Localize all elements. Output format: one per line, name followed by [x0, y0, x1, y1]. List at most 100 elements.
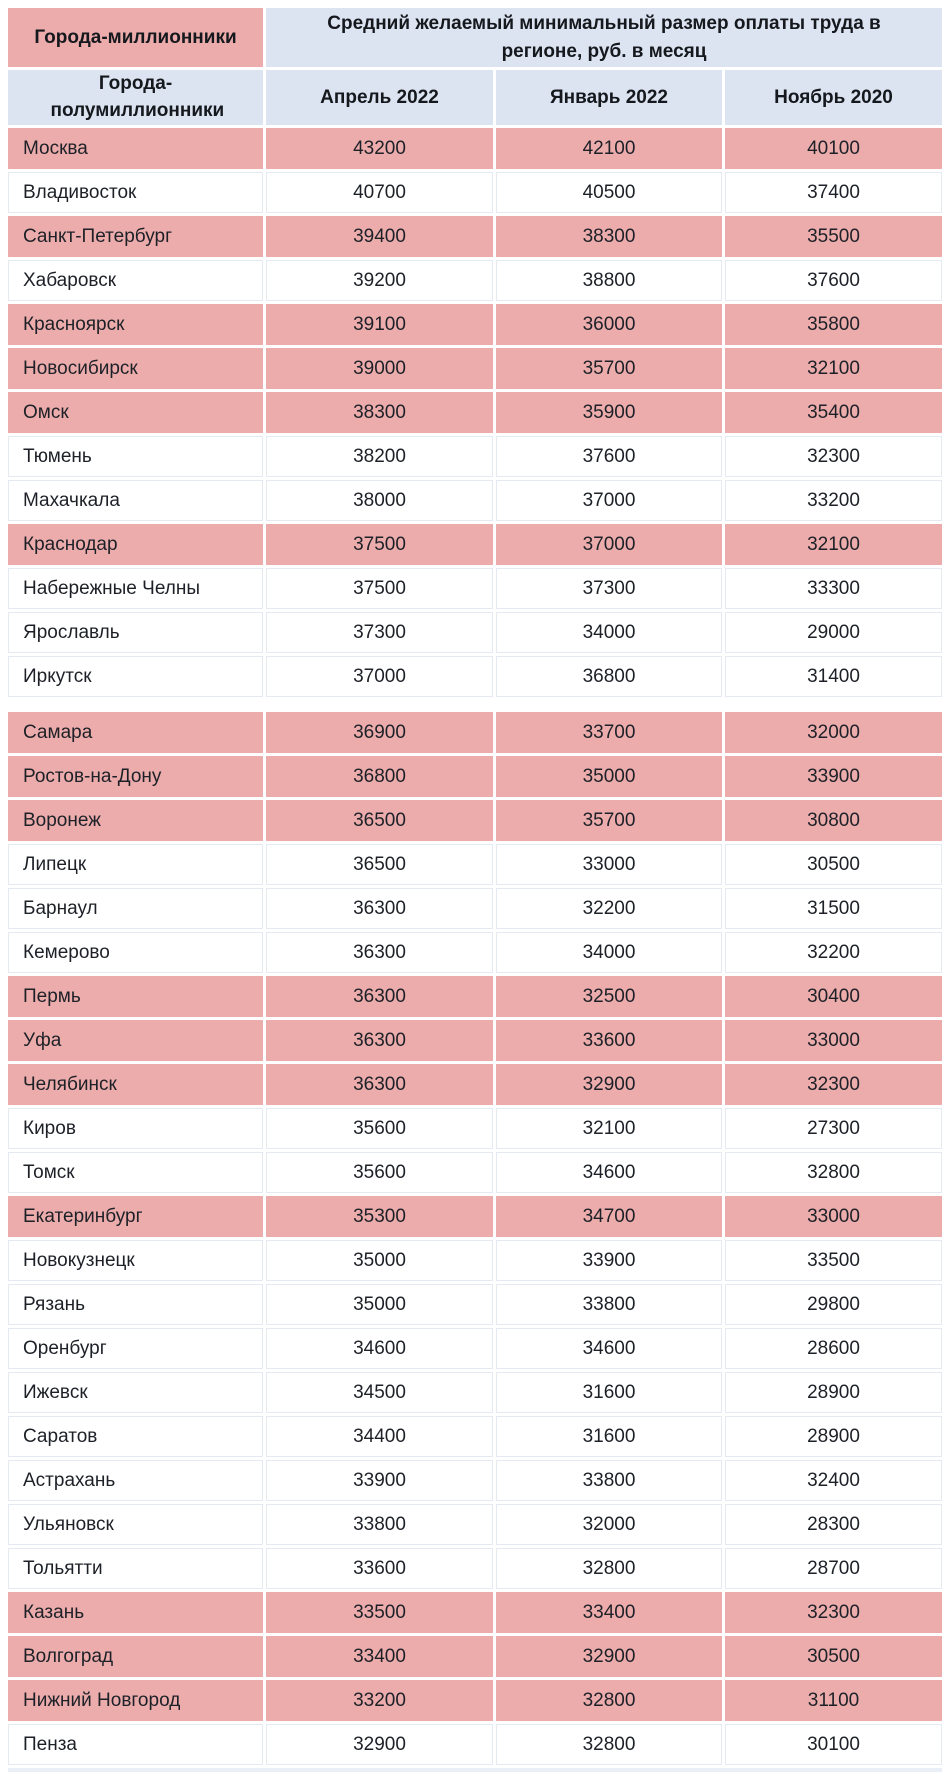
value-cell: 36300	[266, 1020, 493, 1062]
table-row: Астрахань 33900 33800 32400	[8, 1460, 942, 1502]
value-cell: 33000	[496, 844, 722, 886]
city-cell: Ижевск	[8, 1372, 263, 1414]
value-cell: 37300	[266, 612, 493, 654]
value-cell: 33000	[725, 1020, 942, 1062]
value-cell: 43200	[266, 128, 493, 170]
city-cell: Набережные Челны	[8, 568, 263, 610]
value-cell: 36800	[266, 756, 493, 798]
table-row: Хабаровск 39200 38800 37600	[8, 260, 942, 302]
value-cell: 36500	[266, 800, 493, 842]
value-cell: 30800	[725, 800, 942, 842]
value-cell: 34500	[266, 1372, 493, 1414]
value-cell: 28900	[725, 1416, 942, 1458]
value-cell: 32500	[496, 976, 722, 1018]
value-cell: 32400	[725, 1460, 942, 1502]
city-cell: Кемерово	[8, 932, 263, 974]
value-cell: 32300	[725, 1064, 942, 1106]
value-cell: 28700	[725, 1548, 942, 1590]
city-cell: Иркутск	[8, 656, 263, 698]
value-cell: 38300	[496, 216, 722, 258]
table-row: Ростов-на-Дону 36800 35000 33900	[8, 756, 942, 798]
city-cell: Волгоград	[8, 1636, 263, 1678]
table-row: Оренбург 34600 34600 28600	[8, 1328, 942, 1370]
value-cell: 39000	[266, 348, 493, 390]
value-cell: 35000	[266, 1284, 493, 1326]
value-cell: 34000	[496, 612, 722, 654]
value-cell: 31600	[496, 1416, 722, 1458]
value-cell: 34700	[496, 1196, 722, 1238]
value-cell: 37600	[496, 436, 722, 478]
group-divider	[8, 700, 942, 710]
table-row: Омск 38300 35900 35400	[8, 392, 942, 434]
value-cell: 35600	[266, 1108, 493, 1150]
city-cell: Астрахань	[8, 1460, 263, 1502]
table-row: Тюмень 38200 37600 32300	[8, 436, 942, 478]
value-cell: 36300	[266, 888, 493, 930]
table-row: Киров 35600 32100 27300	[8, 1108, 942, 1150]
table-row: Красноярск 39100 36000 35800	[8, 304, 942, 346]
value-cell: 28300	[725, 1504, 942, 1546]
value-cell: 33500	[266, 1592, 493, 1634]
value-cell: 36500	[266, 844, 493, 886]
table-row: Ижевск 34500 31600 28900	[8, 1372, 942, 1414]
table-row: Кемерово 36300 34000 32200	[8, 932, 942, 974]
city-cell: Хабаровск	[8, 260, 263, 302]
value-cell: 27300	[725, 1108, 942, 1150]
value-cell: 32800	[725, 1152, 942, 1194]
value-cell: 33200	[266, 1680, 493, 1722]
value-cell: 33300	[725, 568, 942, 610]
value-cell: 33000	[725, 1196, 942, 1238]
city-cell: Санкт-Петербург	[8, 216, 263, 258]
value-cell: 32900	[266, 1724, 493, 1766]
value-cell: 37500	[266, 568, 493, 610]
table-row: Рязань 35000 33800 29800	[8, 1284, 942, 1326]
city-cell: Новосибирск	[8, 348, 263, 390]
value-cell: 36300	[266, 1064, 493, 1106]
million-cities-legend: Города-миллионники	[8, 8, 263, 67]
value-cell: 37500	[266, 524, 493, 566]
table-row: Нижний Новгород 33200 32800 31100	[8, 1680, 942, 1722]
bottom-strip	[8, 1768, 942, 1772]
table-row: Барнаул 36300 32200 31500	[8, 888, 942, 930]
value-cell: 40700	[266, 172, 493, 214]
value-cell: 33800	[496, 1284, 722, 1326]
value-cell: 35900	[496, 392, 722, 434]
city-cell: Саратов	[8, 1416, 263, 1458]
value-cell: 36000	[496, 304, 722, 346]
city-cell: Воронеж	[8, 800, 263, 842]
city-cell: Ростов-на-Дону	[8, 756, 263, 798]
value-cell: 36300	[266, 976, 493, 1018]
value-cell: 32300	[725, 1592, 942, 1634]
value-cell: 33700	[496, 712, 722, 754]
value-cell: 31600	[496, 1372, 722, 1414]
table-row: Санкт-Петербург 39400 38300 35500	[8, 216, 942, 258]
city-cell: Самара	[8, 712, 263, 754]
half-million-cities-legend: Города-полумиллионники	[8, 70, 263, 126]
value-cell: 29000	[725, 612, 942, 654]
value-cell: 37400	[725, 172, 942, 214]
table-row: Екатеринбург 35300 34700 33000	[8, 1196, 942, 1238]
value-cell: 39200	[266, 260, 493, 302]
value-cell: 34600	[496, 1152, 722, 1194]
value-cell: 37300	[496, 568, 722, 610]
column-header-january-2022: Январь 2022	[496, 70, 722, 126]
value-cell: 33900	[725, 756, 942, 798]
value-cell: 33900	[266, 1460, 493, 1502]
value-cell: 34600	[266, 1328, 493, 1370]
table-row: Ульяновск 33800 32000 28300	[8, 1504, 942, 1546]
city-cell: Красноярск	[8, 304, 263, 346]
table-row: Пенза 32900 32800 30100	[8, 1724, 942, 1766]
table-row: Воронеж 36500 35700 30800	[8, 800, 942, 842]
city-cell: Новокузнецк	[8, 1240, 263, 1282]
value-cell: 29800	[725, 1284, 942, 1326]
table-row: Челябинск 36300 32900 32300	[8, 1064, 942, 1106]
value-cell: 32900	[496, 1636, 722, 1678]
city-cell: Нижний Новгород	[8, 1680, 263, 1722]
value-cell: 35400	[725, 392, 942, 434]
value-cell: 37600	[725, 260, 942, 302]
value-cell: 38000	[266, 480, 493, 522]
value-cell: 35800	[725, 304, 942, 346]
table-row: Томск 35600 34600 32800	[8, 1152, 942, 1194]
city-cell: Липецк	[8, 844, 263, 886]
value-cell: 32100	[725, 524, 942, 566]
